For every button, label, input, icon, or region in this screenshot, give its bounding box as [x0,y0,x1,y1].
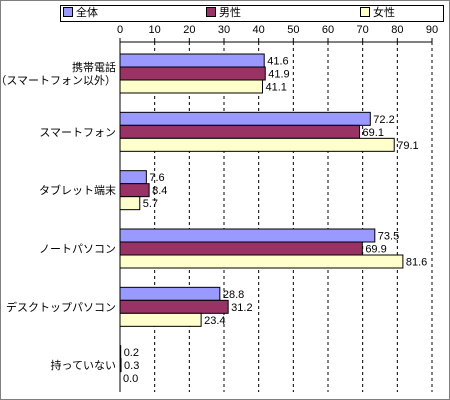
category-label: デスクトップパソコン [6,300,116,314]
bar [119,170,147,185]
bar [119,196,141,211]
data-label: 31.2 [231,302,252,314]
data-label: 69.9 [365,244,386,256]
data-label: 69.1 [363,127,384,139]
bar [119,66,266,81]
x-tick-label: 10 [149,24,161,36]
data-label: 7.6 [149,172,164,184]
data-label: 79.1 [397,140,418,152]
bar [119,228,376,243]
data-label: 41.6 [267,56,288,68]
legend-label-male: 男性 [219,7,241,19]
bar [119,345,122,360]
legend-swatch-all [63,7,73,18]
x-tick-label: 90 [426,24,438,36]
legend-item-male: 男性 [206,7,241,20]
category-label: （スマートフォン以外） [0,74,116,87]
data-label: 0.3 [124,360,139,372]
x-tick-label: 80 [391,24,403,36]
category-label: 携帯電話 [72,60,116,74]
bar [119,183,150,198]
data-label: 23.4 [204,315,225,327]
x-tick-label: 70 [357,24,369,36]
data-label: 28.8 [223,289,244,301]
data-label: 72.2 [373,114,394,126]
bar [119,241,363,256]
bar [119,312,202,327]
bar [119,254,404,269]
category-label: タブレット端末 [39,183,116,197]
data-label: 0.2 [124,347,139,359]
data-label: 41.9 [268,69,289,81]
data-label: 81.6 [406,257,427,269]
legend-swatch-male [206,7,216,18]
x-tick-label: 20 [183,24,195,36]
x-tick-label: 60 [322,24,334,36]
x-tick-label: 40 [253,24,265,36]
data-label: 0.0 [123,373,138,385]
x-tick-label: 50 [287,24,299,36]
bar [119,111,371,126]
category-label: 持っていない [51,358,116,372]
bar [119,79,263,94]
bar [119,53,265,68]
category-label: スマートフォン [39,127,116,139]
x-tick-label: 30 [218,24,230,36]
bar [119,137,395,152]
bar [119,299,229,314]
bar [119,358,122,373]
legend-item-all: 全体 [63,7,98,20]
x-tick-label: 0 [117,24,123,36]
legend-item-female: 女性 [360,7,395,20]
legend-label-female: 女性 [373,7,395,19]
legend: 全体 男性 女性 [60,5,444,22]
legend-swatch-female [360,7,370,18]
data-label: 73.5 [378,231,399,243]
bar [119,124,361,139]
category-label: ノートパソコン [39,243,116,256]
data-label: 8.4 [152,185,167,197]
data-label: 5.7 [143,198,158,210]
legend-label-all: 全体 [76,7,98,19]
bar [119,286,221,301]
data-label: 41.1 [265,82,286,94]
